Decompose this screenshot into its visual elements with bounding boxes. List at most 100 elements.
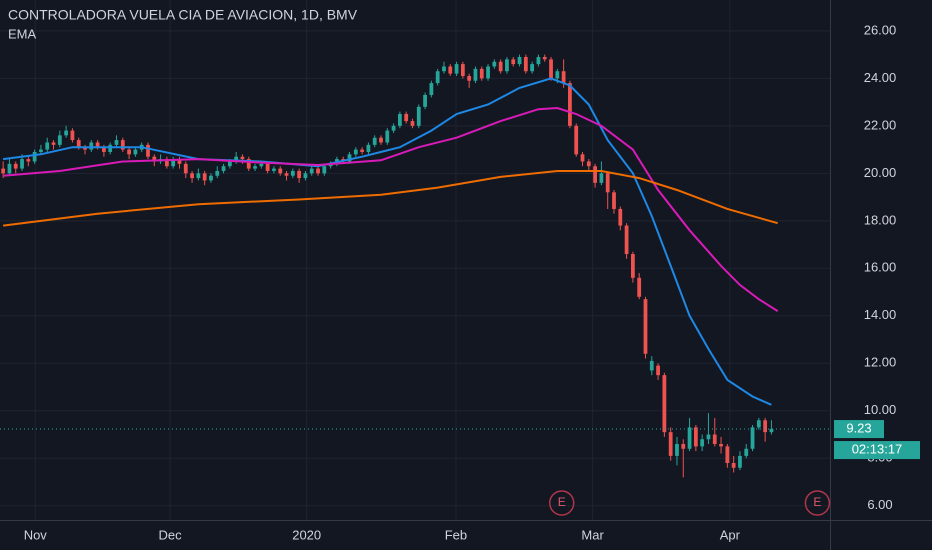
candle-body [511, 59, 516, 65]
candle-body [662, 375, 667, 433]
candle-body [631, 254, 635, 278]
candle-body [599, 173, 604, 183]
candle-body [303, 173, 308, 179]
earnings-label: E [558, 495, 566, 509]
candle-body [215, 170, 220, 176]
candle-body [190, 173, 194, 179]
countdown-label: 02:13:17 [852, 441, 903, 456]
countdown-box [834, 441, 920, 460]
candle-body [442, 66, 446, 72]
last-price-box [834, 420, 884, 439]
y-tick-label: 16.00 [864, 260, 897, 275]
candle-body [240, 156, 245, 160]
candle-body [454, 64, 459, 74]
candle-body [731, 463, 736, 468]
candle-body [517, 56, 522, 65]
candle-body [416, 106, 421, 126]
candle-body [64, 130, 69, 136]
candle-body [492, 61, 497, 67]
candle-body [549, 59, 553, 79]
candle-body [347, 154, 352, 162]
ema-line [2, 170, 778, 227]
candle-body [618, 208, 623, 226]
candle-body [297, 170, 302, 179]
y-tick-label: 18.00 [864, 212, 897, 227]
candle-body [656, 365, 660, 376]
candle-body [234, 156, 239, 162]
x-tick-label: Feb [445, 527, 467, 542]
candle-body [561, 71, 566, 84]
candle-body [423, 94, 427, 107]
candle-body [114, 140, 119, 145]
candle-body [574, 125, 579, 155]
y-tick-label: 6.00 [867, 497, 892, 512]
candle-body [26, 159, 31, 162]
candle-body [196, 173, 201, 179]
candle-body [505, 59, 509, 72]
candle-body [290, 170, 295, 176]
candle-body [473, 68, 478, 81]
candle-body [221, 166, 226, 171]
earnings-label: E [813, 495, 821, 509]
candle-body [643, 299, 648, 354]
candle-body [32, 151, 37, 162]
candle-body [693, 427, 698, 447]
candle-body [530, 64, 535, 72]
candle-body [1, 168, 6, 174]
candle-body [649, 360, 654, 371]
candle-body [700, 439, 705, 447]
candle-body [385, 130, 390, 143]
y-tick-label: 10.00 [864, 402, 897, 417]
candle-body [164, 159, 169, 167]
candle-body [360, 149, 364, 152]
candle-body [70, 130, 75, 141]
candle-body [719, 444, 723, 447]
candle-body [209, 175, 213, 181]
candle-body [227, 161, 232, 167]
y-tick-label: 22.00 [864, 117, 897, 132]
candle-body [523, 56, 528, 72]
candle-body [309, 168, 314, 174]
candle-body [586, 161, 591, 167]
candle-body [316, 168, 320, 174]
candle-body [769, 429, 774, 433]
candle-body [605, 173, 610, 193]
candle-body [259, 163, 264, 167]
candle-body [750, 427, 755, 449]
candle-body [738, 455, 742, 468]
candle-body [353, 149, 358, 155]
candle-body [108, 144, 113, 152]
candle-body [712, 434, 717, 445]
x-tick-label: Nov [24, 527, 48, 542]
candle-body [171, 159, 176, 167]
candle-body [45, 142, 50, 150]
candle-body [272, 168, 276, 171]
candle-body [410, 121, 415, 126]
candle-body [284, 173, 289, 176]
candle-body [183, 163, 188, 174]
x-tick-label: Dec [158, 527, 182, 542]
candle-body [202, 173, 207, 181]
candle-body [322, 166, 327, 174]
candle-body [612, 192, 616, 209]
candle-body [675, 444, 679, 456]
candle-body [435, 71, 440, 84]
candle-body [39, 149, 43, 152]
candle-body [763, 420, 768, 433]
y-tick-label: 14.00 [864, 307, 897, 322]
candle-body [536, 56, 541, 65]
candle-body [498, 61, 503, 72]
candle-body [593, 166, 597, 183]
candle-body [120, 140, 125, 150]
candle-body [668, 432, 673, 456]
candle-body [580, 154, 585, 162]
candle-body [152, 156, 157, 162]
y-tick-label: 12.00 [864, 355, 897, 370]
last-price-label: 9.23 [846, 420, 871, 435]
candle-body [76, 140, 81, 148]
candle-body [725, 446, 730, 464]
candle-body [265, 163, 270, 171]
y-tick-label: 20.00 [864, 165, 897, 180]
indicator-label: EMA [8, 26, 37, 41]
